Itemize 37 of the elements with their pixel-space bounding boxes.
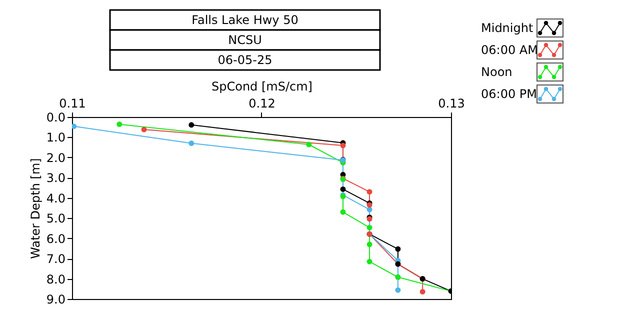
legend-label: Noon — [481, 65, 512, 79]
y-tick-label: 3.0 — [46, 171, 66, 186]
y-tick-label: 8.0 — [46, 272, 66, 286]
y-tick-label: 9.0 — [46, 292, 66, 306]
point — [340, 186, 346, 192]
point — [340, 209, 346, 215]
x-tick-label: 0.12 — [248, 96, 276, 110]
point — [395, 246, 401, 252]
text: 06-05-25 — [218, 53, 272, 67]
y-tick-label: 5.0 — [46, 212, 66, 226]
chart-title: Falls Lake Hwy 50 — [192, 13, 298, 27]
chart-subtitle: NCSU — [228, 33, 262, 47]
point — [306, 142, 312, 148]
legend-label: Midnight — [481, 21, 534, 35]
point — [141, 126, 147, 132]
point — [366, 242, 372, 248]
point — [395, 287, 401, 293]
y-axis-title: Water Depth [m] — [28, 158, 42, 259]
point — [366, 224, 372, 230]
point — [340, 142, 346, 148]
y-tick-label: 2.0 — [46, 150, 66, 165]
y-tick-label: 4.0 — [46, 191, 66, 206]
y-tick-label: 7.0 — [46, 252, 66, 266]
point — [366, 189, 372, 195]
y-tick-label: 1.0 — [46, 130, 66, 145]
x-axis-title: SpCond [mS/cm] — [212, 80, 312, 94]
point — [116, 122, 122, 128]
y-tick-label: 0.0 — [46, 110, 66, 124]
y-tick-label: 6.0 — [46, 232, 66, 246]
point — [72, 124, 77, 130]
x-tick-label: 0.13 — [438, 96, 465, 110]
legend-label: 06:00 PM — [481, 87, 537, 101]
point — [188, 140, 194, 146]
point — [366, 258, 372, 264]
x-tick-label: 0.11 — [59, 96, 86, 110]
point — [420, 288, 426, 294]
point — [188, 122, 194, 128]
